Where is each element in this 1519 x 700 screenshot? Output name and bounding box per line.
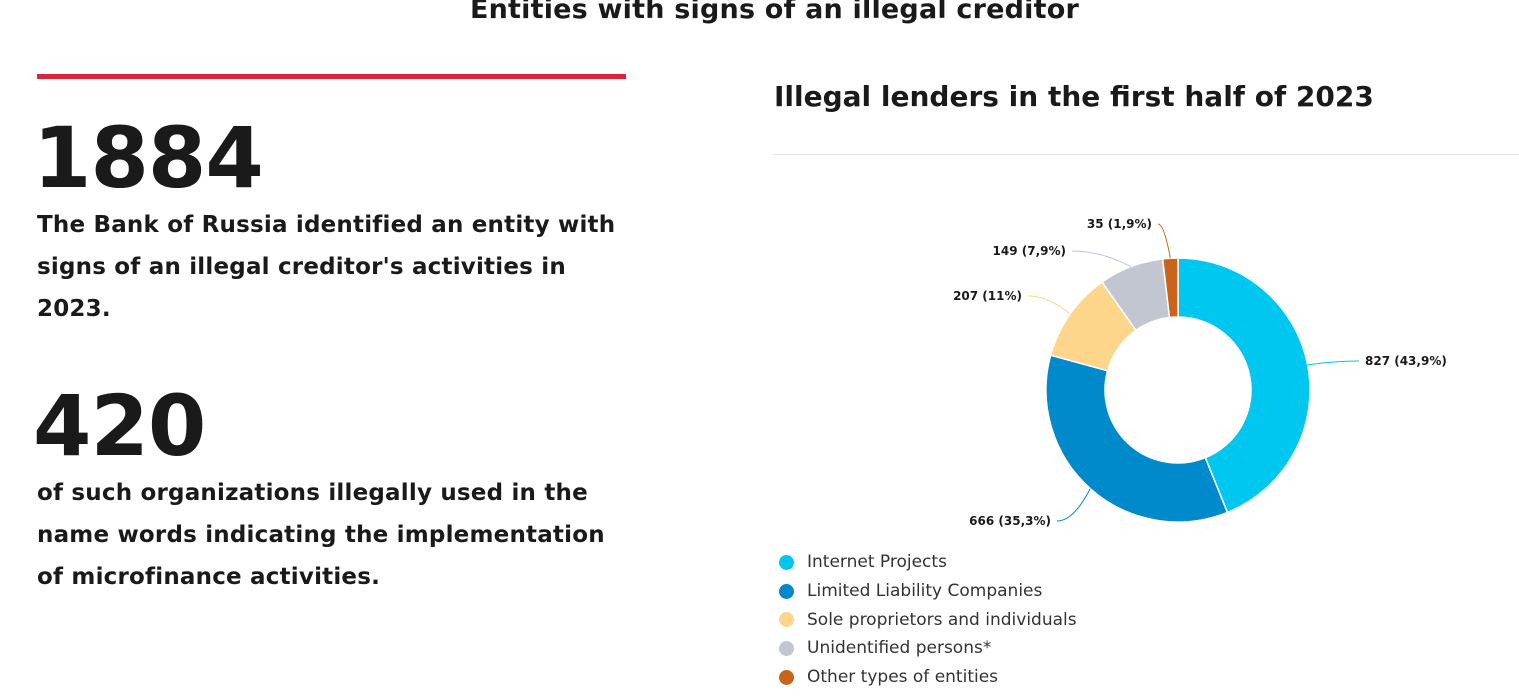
chart-title: Illegal lenders in the first half of 202… <box>774 80 1374 113</box>
leader-line-unidentified-persons <box>1071 250 1132 268</box>
legend-item-unidentified-persons[interactable]: Unidentified persons* <box>779 634 1077 663</box>
legend-dot-icon <box>779 583 794 599</box>
leader-line-internet-projects <box>1307 360 1360 366</box>
legend-item-limited-liability-companies[interactable]: Limited Liability Companies <box>779 577 1077 606</box>
donut-slice-limited-liability-companies[interactable] <box>1045 354 1229 523</box>
legend-label: Internet Projects <box>807 552 947 573</box>
legend-dot-icon <box>779 612 794 628</box>
data-label-sole-proprietors-and-individuals: 207 (11%) <box>953 289 1022 303</box>
donut-slice-other-types-of-entities[interactable] <box>1161 257 1179 319</box>
legend-label: Other types of entities <box>807 667 999 688</box>
chart-legend: Internet Projects Limited Liability Compa… <box>779 548 1077 691</box>
leader-line-other-types-of-entities <box>1157 223 1171 259</box>
legend-dot-icon <box>779 554 794 570</box>
stat-1-description: The Bank of Russia identified an entity … <box>37 212 616 322</box>
legend-item-sole-proprietors-and-individuals[interactable]: Sole proprietors and individuals <box>779 605 1077 634</box>
legend-label: Unidentified persons* <box>807 638 992 659</box>
leader-line-limited-liability-companies <box>1056 488 1091 522</box>
legend-label: Limited Liability Companies <box>807 581 1043 602</box>
data-label-internet-projects: 827 (43,9%) <box>1365 354 1447 368</box>
legend-dot-icon <box>779 640 794 656</box>
data-label-unidentified-persons: 149 (7,9%) <box>993 244 1066 258</box>
stat-2-value: 420 <box>33 377 206 475</box>
data-label-limited-liability-companies: 666 (35,3%) <box>969 514 1051 528</box>
stat-2-description: of such organizations illegally used in … <box>37 480 605 590</box>
data-label-other-types-of-entities: 35 (1,9%) <box>1087 217 1152 231</box>
page-title: Entities with signs of an illegal credit… <box>469 0 1080 25</box>
leader-line-sole-proprietors-and-individuals <box>1027 295 1071 315</box>
legend-label: Sole proprietors and individuals <box>807 609 1077 630</box>
stat-1-value: 1884 <box>33 109 264 207</box>
legend-item-other-types-of-entities[interactable]: Other types of entities <box>779 663 1077 692</box>
legend-item-internet-projects[interactable]: Internet Projects <box>779 548 1077 577</box>
chart-divider <box>773 154 1519 155</box>
accent-bar <box>37 74 626 79</box>
donut-slice-internet-projects[interactable] <box>1177 257 1311 514</box>
legend-dot-icon <box>779 669 794 685</box>
